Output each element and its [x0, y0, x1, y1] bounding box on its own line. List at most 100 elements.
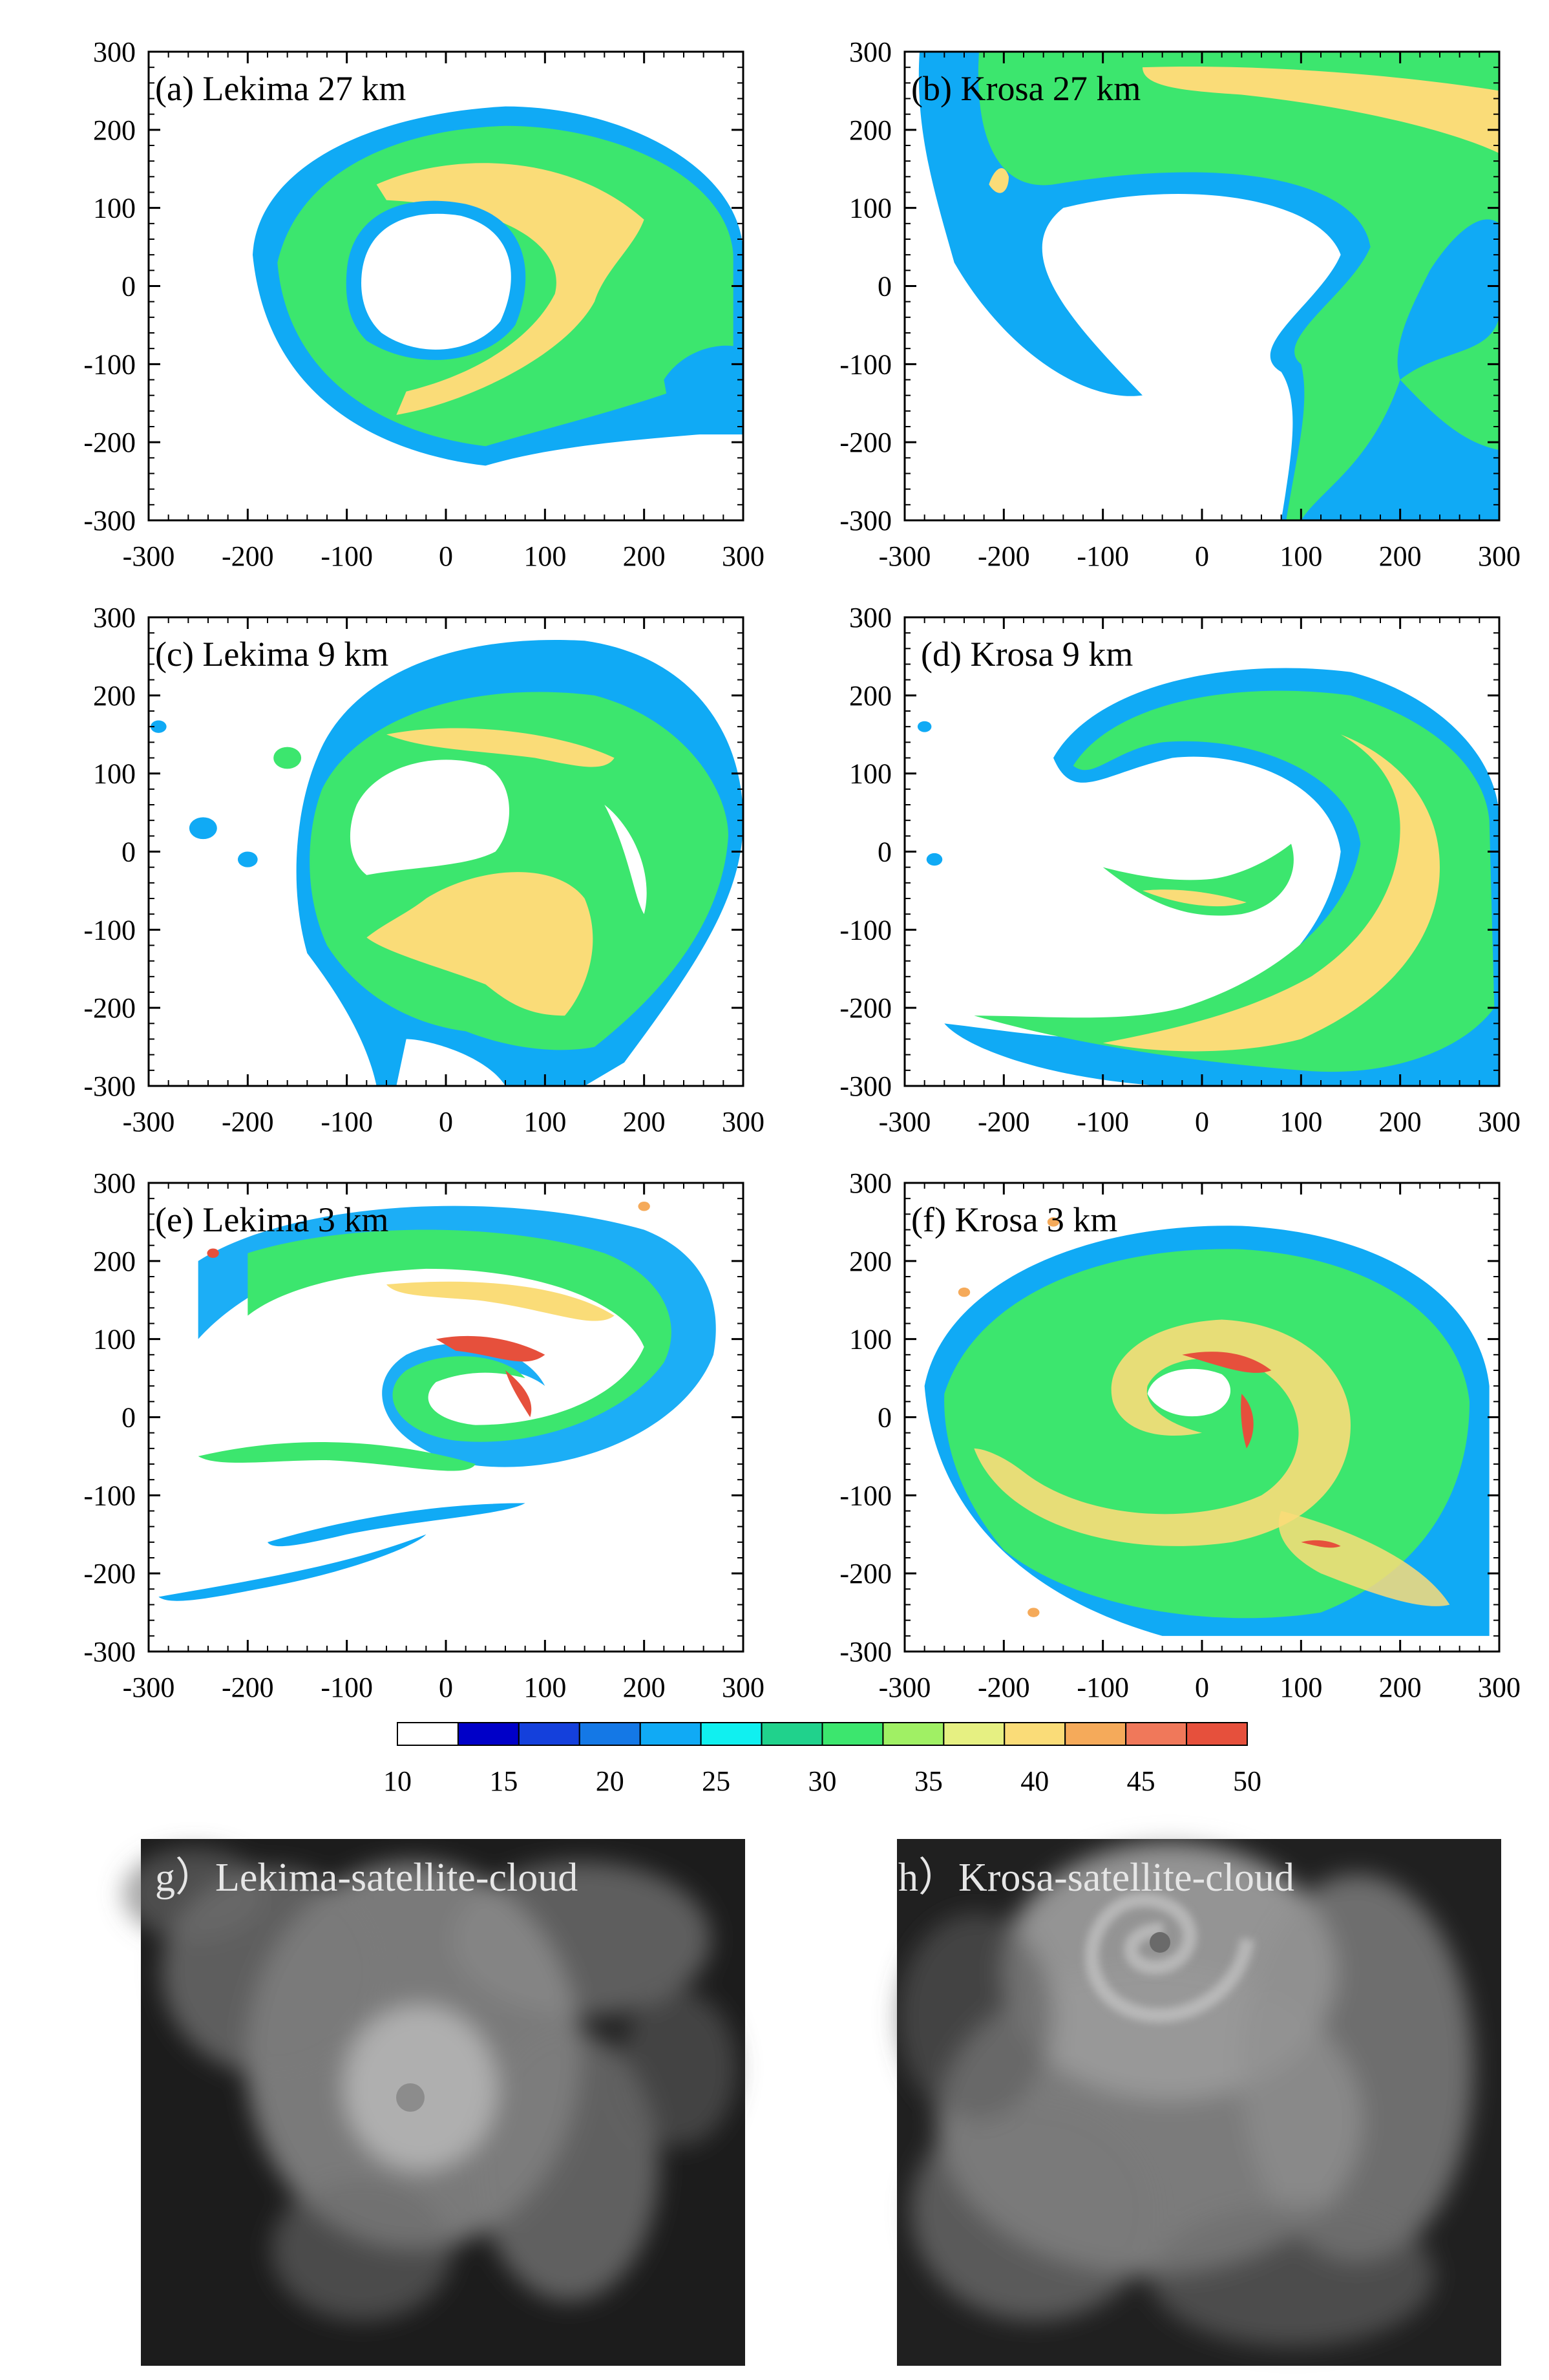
x-tick-label: -300 — [123, 1672, 175, 1703]
contour-red-f3 — [1301, 1540, 1341, 1548]
blob-blue-c3 — [151, 720, 167, 733]
y-tick-label: -300 — [83, 505, 136, 537]
y-tick-label: 0 — [121, 836, 136, 868]
plot-area-f — [924, 1217, 1490, 1636]
contour-red-e2 — [505, 1370, 532, 1418]
colorbar-tick-label: 45 — [1127, 1765, 1155, 1797]
y-tick-label: 0 — [878, 1402, 892, 1434]
x-tick-label: 100 — [1280, 1672, 1322, 1703]
eye-c — [350, 760, 510, 875]
contour-red-e — [436, 1335, 545, 1362]
colorbar-swatch — [518, 1722, 580, 1746]
x-tick-label: 200 — [1379, 1106, 1422, 1138]
y-tick-label: -200 — [83, 992, 136, 1024]
colorbar-tick-label: 40 — [1020, 1765, 1049, 1797]
x-tick-label: 0 — [439, 1106, 453, 1138]
panel-c: (c) Lekima 9 km -300 -200 -100 0 100 200 300-3… — [83, 602, 764, 1138]
x-tick-label: -300 — [123, 540, 175, 572]
blob-red-e1 — [207, 1248, 219, 1258]
title-d: (d) Krosa 9 km — [921, 635, 1133, 674]
colorbar: 10 15 20 25 30 35 40 45 50 — [383, 1722, 1261, 1797]
x-tick-label: 300 — [1478, 540, 1521, 572]
title-c: (c) Lekima 9 km — [155, 635, 388, 674]
x-tick-label: 100 — [1280, 1106, 1322, 1138]
x-tick-label: -200 — [978, 540, 1030, 572]
colorbar-swatch — [1186, 1722, 1248, 1746]
colorbar-swatch — [821, 1722, 884, 1746]
colorbar-tick-label: 10 — [383, 1765, 412, 1797]
y-tick-label: 200 — [849, 114, 892, 146]
x-tick-label: -100 — [1077, 540, 1129, 572]
colorbar-tick-label: 50 — [1233, 1765, 1261, 1797]
y-tick-label: 100 — [849, 193, 892, 224]
x-tick-label: 200 — [623, 540, 666, 572]
x-tick-label: -300 — [123, 1106, 175, 1138]
colorbar-swatch — [1064, 1722, 1127, 1746]
plot-area-a — [253, 106, 743, 466]
x-tick-label: 300 — [1478, 1106, 1521, 1138]
y-tick-label: 100 — [93, 193, 136, 224]
x-tick-label: -300 — [879, 1106, 931, 1138]
x-tick-label: 100 — [523, 1672, 566, 1703]
contour-yellow-small-b — [989, 168, 1009, 193]
band-blue-e-sw — [158, 1534, 427, 1601]
band-green-e-sw — [198, 1442, 476, 1471]
y-tick-label: 200 — [849, 1246, 892, 1277]
ticks-b: -300 -200 -100 0 100 200 300 -300 -200 -100 0 100 20… — [839, 36, 1521, 572]
blob-blue-d2 — [917, 721, 932, 732]
title-a: (a) Lekima 27 km — [155, 69, 406, 108]
colorbar-swatch — [1004, 1722, 1066, 1746]
panel-a: (a) Lekima 27 km -300 -200 -100 0 100 200 300-… — [83, 36, 764, 572]
panel-f: (f) Krosa 3 km -300 -200 -100 0 100 200 300-30… — [839, 1167, 1521, 1703]
contour-blue-inner-b — [1397, 219, 1499, 380]
y-tick-label: -200 — [83, 1558, 136, 1589]
plot-area-e — [158, 1202, 716, 1601]
x-tick-label: -300 — [879, 1672, 931, 1703]
y-tick-label: -200 — [83, 427, 136, 458]
eye-f — [1147, 1368, 1231, 1417]
caption-h: h）Krosa-satellite-cloud — [898, 1856, 1294, 1900]
colorbar-swatch — [397, 1722, 459, 1746]
x-tick-label: 300 — [722, 1672, 764, 1703]
x-tick-label: 0 — [1195, 540, 1209, 572]
contour-yellow-f-se — [1278, 1511, 1450, 1606]
y-tick-label: 300 — [93, 1167, 136, 1199]
x-tick-label: -100 — [1077, 1106, 1129, 1138]
x-tick-label: 0 — [439, 540, 453, 572]
x-tick-label: -200 — [222, 540, 274, 572]
colorbar-swatch — [1125, 1722, 1188, 1746]
y-tick-label: -300 — [839, 505, 892, 537]
contour-yellow-a — [376, 163, 644, 415]
x-tick-label: -300 — [879, 540, 931, 572]
y-tick-label: -100 — [83, 348, 136, 380]
x-tick-label: -200 — [978, 1672, 1030, 1703]
x-tick-label: 100 — [523, 540, 566, 572]
contour-yellow-arc-c — [386, 728, 615, 767]
blob-orange-f1 — [1047, 1217, 1060, 1227]
y-tick-label: -200 — [839, 992, 892, 1024]
title-b: (b) Krosa 27 km — [911, 69, 1141, 108]
contour-blue-notch-a — [664, 345, 743, 435]
colorbar-swatch — [882, 1722, 945, 1746]
y-tick-label: 300 — [93, 602, 136, 633]
blob-orange-f3 — [1027, 1608, 1040, 1617]
x-tick-label: 200 — [1379, 540, 1422, 572]
plot-area-c — [151, 639, 743, 1086]
ticks-f: -300 -200 -100 0 100 200 300 -300 -200 -100 0 100 20… — [839, 1167, 1521, 1703]
colorbar-swatch — [943, 1722, 1006, 1746]
caption-g: g）Lekima-satellite-cloud — [155, 1856, 578, 1900]
ticks-d: -300 -200 -100 0 100 200 300 -300 -200 -100 0 100 20… — [839, 602, 1521, 1138]
ticks-c: -300 -200 -100 0 100 200 300 -300 -200 -100 0 100 20… — [83, 602, 764, 1138]
y-tick-label: -100 — [839, 348, 892, 380]
y-tick-label: -300 — [83, 1636, 136, 1668]
y-tick-label: 0 — [878, 836, 892, 868]
x-tick-label: 0 — [1195, 1106, 1209, 1138]
band-blue-e-s — [268, 1503, 525, 1547]
contour-yellow-e — [386, 1281, 615, 1321]
y-tick-label: -100 — [83, 1480, 136, 1511]
colorbar-tick-label: 30 — [808, 1765, 837, 1797]
plot-area-d — [917, 668, 1499, 1086]
y-tick-label: -100 — [83, 914, 136, 946]
contour-yellow-b — [1143, 66, 1499, 154]
